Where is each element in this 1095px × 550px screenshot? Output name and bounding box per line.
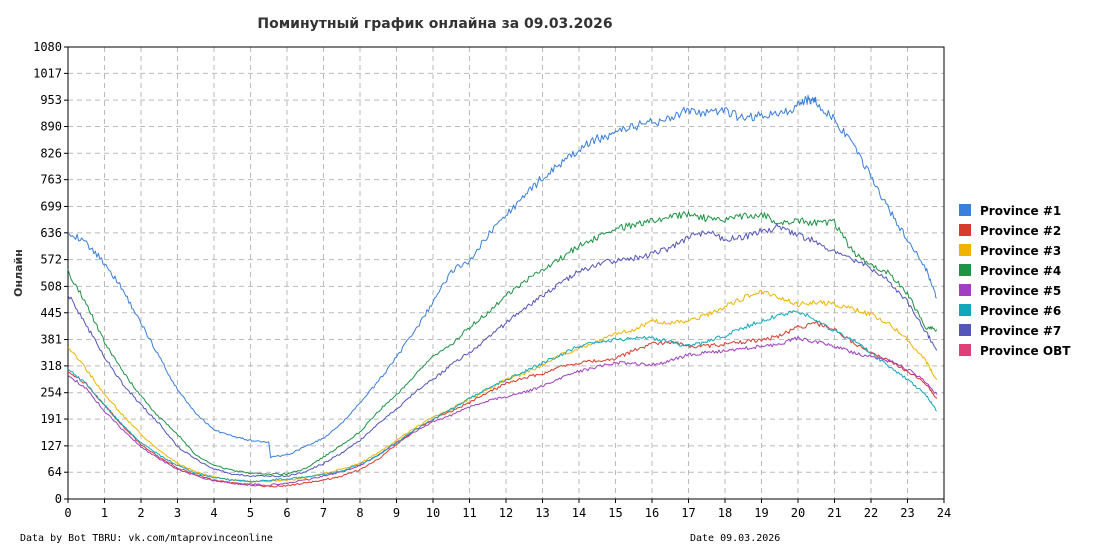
legend-swatch — [959, 304, 971, 316]
y-tick-label: 826 — [40, 146, 62, 160]
series-line — [67, 94, 937, 459]
y-tick-label: 763 — [40, 173, 62, 187]
legend-entry: Province OBT — [980, 344, 1071, 358]
x-tick-label: 2 — [137, 506, 144, 520]
legend-swatch — [959, 344, 971, 356]
x-tick-label: 20 — [791, 506, 805, 520]
x-tick-label: 10 — [426, 506, 440, 520]
x-tick-label: 15 — [608, 506, 622, 520]
legend-swatch — [959, 224, 971, 236]
y-tick-label: 254 — [40, 386, 62, 400]
series-line — [67, 223, 938, 478]
y-axis: 0 64 127 191 254 318 381 445 508 572 636 699 763 826 8… — [33, 40, 68, 506]
y-tick-label: 191 — [40, 412, 62, 426]
x-tick-label: 0 — [64, 506, 71, 520]
legend: Province #1 Province #2 Province #3 Provinc… — [959, 204, 1071, 358]
series-line — [67, 336, 938, 487]
x-tick-label: 3 — [174, 506, 181, 520]
chart-title: Поминутный график онлайна за 09.03.2026 — [257, 16, 612, 32]
x-tick-label: 23 — [900, 506, 914, 520]
series-line — [67, 211, 938, 476]
x-tick-label: 13 — [535, 506, 549, 520]
x-tick-label: 8 — [356, 506, 363, 520]
x-tick-label: 6 — [283, 506, 290, 520]
legend-swatch — [959, 244, 971, 256]
y-tick-label: 64 — [48, 465, 62, 479]
x-tick-label: 1 — [101, 506, 108, 520]
legend-entry: Province #3 — [980, 244, 1061, 258]
y-tick-label: 636 — [40, 226, 62, 240]
x-tick-label: 12 — [499, 506, 513, 520]
legend-entry: Province #4 — [980, 264, 1061, 278]
x-tick-label: 19 — [754, 506, 768, 520]
y-tick-label: 127 — [40, 439, 62, 453]
legend-entry: Province #2 — [980, 224, 1061, 238]
legend-swatch — [959, 204, 971, 216]
x-tick-label: 7 — [320, 506, 327, 520]
legend-swatch — [959, 284, 971, 296]
x-tick-label: 9 — [393, 506, 400, 520]
y-tick-label: 318 — [40, 359, 62, 373]
x-tick-label: 14 — [572, 506, 586, 520]
x-tick-label: 22 — [864, 506, 878, 520]
y-axis-label: Онлайн — [12, 249, 25, 297]
y-tick-label: 445 — [40, 306, 62, 320]
x-tick-label: 4 — [210, 506, 217, 520]
x-tick-label: 17 — [681, 506, 695, 520]
legend-swatch — [959, 264, 971, 276]
legend-entry: Province #6 — [980, 304, 1061, 318]
chart-date: Date 09.03.2026 — [690, 533, 780, 544]
y-tick-label: 1080 — [33, 40, 62, 54]
y-tick-label: 572 — [40, 253, 62, 267]
y-tick-label: 953 — [40, 93, 62, 107]
data-source: Data by Bot TBRU: vk.com/mtaprovinceonli… — [20, 533, 273, 544]
x-axis: 0 1 2 3 4 5 6 7 8 9 10 11 12 13 14 15 16 17 18 19 20 21 22 23 24 — [64, 499, 951, 520]
legend-entry: Province #7 — [980, 324, 1061, 338]
y-tick-label: 381 — [40, 333, 62, 347]
series-lines — [67, 94, 938, 488]
x-tick-label: 16 — [645, 506, 659, 520]
series-line — [67, 310, 938, 483]
x-tick-label: 11 — [462, 506, 476, 520]
y-tick-label: 890 — [40, 120, 62, 134]
x-tick-label: 18 — [718, 506, 732, 520]
y-tick-label: 699 — [40, 199, 62, 213]
legend-swatch — [959, 324, 971, 336]
x-tick-label: 24 — [937, 506, 951, 520]
x-tick-label: 21 — [827, 506, 841, 520]
legend-entry: Province #5 — [980, 284, 1061, 298]
series-line — [68, 320, 938, 488]
y-tick-label: 508 — [40, 279, 62, 293]
legend-entry: Province #1 — [980, 204, 1061, 218]
y-tick-label: 1017 — [33, 66, 62, 80]
y-tick-label: 0 — [55, 492, 62, 506]
x-tick-label: 5 — [247, 506, 254, 520]
